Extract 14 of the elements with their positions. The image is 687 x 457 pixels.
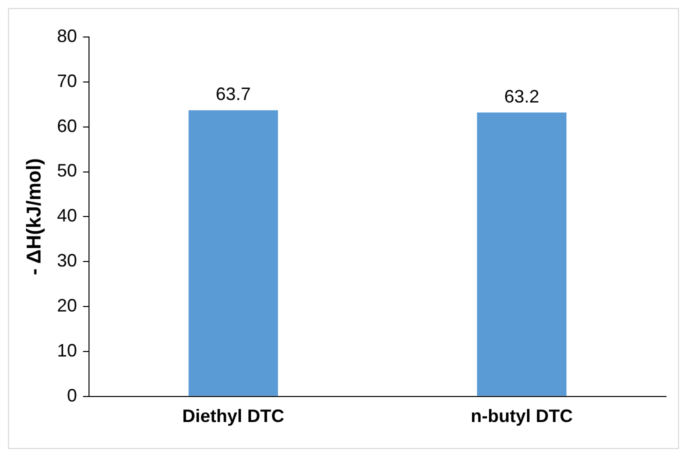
y-axis-title: - ΔH(kJ/mol) [24, 158, 46, 276]
data-label: 63.7 [216, 84, 251, 104]
x-tick-label: n-butyl DTC [470, 406, 573, 426]
y-tick-label: 80 [56, 26, 78, 46]
x-tick-label: Diethyl DTC [182, 406, 284, 426]
y-tick-label: 60 [56, 116, 78, 136]
y-tick-label: 40 [56, 206, 78, 226]
data-label: 63.2 [504, 86, 540, 106]
y-tick-label: 0 [67, 385, 78, 406]
y-tick-label: 50 [56, 160, 78, 181]
y-tick-label: 20 [56, 296, 78, 316]
y-tick-label: 30 [56, 250, 78, 271]
y-tick-label: 10 [56, 340, 78, 360]
y-tick-label: 70 [56, 70, 78, 91]
